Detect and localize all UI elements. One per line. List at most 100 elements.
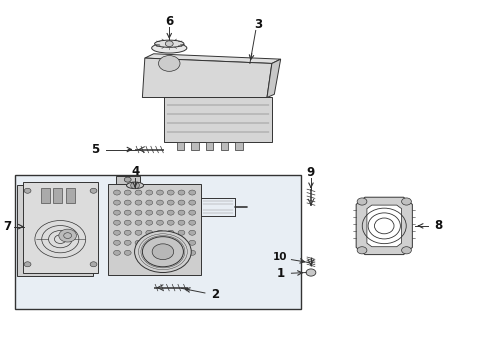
Circle shape [402,198,412,205]
Circle shape [167,250,174,255]
Circle shape [90,262,97,267]
Circle shape [114,250,121,255]
Circle shape [24,262,31,267]
Circle shape [157,230,163,235]
Bar [17,185,93,276]
Circle shape [189,250,196,255]
Circle shape [159,55,180,71]
Circle shape [114,200,121,205]
Circle shape [189,190,196,195]
Text: 6: 6 [165,15,173,28]
Circle shape [157,250,163,255]
Ellipse shape [155,40,184,47]
Circle shape [157,240,163,245]
Circle shape [131,182,140,189]
Circle shape [124,177,131,182]
Bar [53,188,62,203]
Circle shape [152,244,173,260]
Circle shape [167,220,174,225]
Circle shape [114,190,121,195]
Circle shape [124,190,131,195]
Bar [15,175,301,309]
Ellipse shape [126,182,144,189]
Circle shape [135,231,191,273]
Circle shape [157,200,163,205]
Circle shape [146,240,153,245]
Circle shape [114,240,121,245]
Circle shape [124,200,131,205]
Circle shape [114,210,121,215]
Circle shape [135,190,142,195]
Circle shape [167,230,174,235]
Circle shape [178,230,185,235]
Polygon shape [267,59,281,98]
Circle shape [189,240,196,245]
Circle shape [178,200,185,205]
Circle shape [167,200,174,205]
Circle shape [146,230,153,235]
Circle shape [64,233,72,238]
Circle shape [189,230,196,235]
Circle shape [146,200,153,205]
Polygon shape [145,54,281,63]
Text: 1: 1 [277,267,285,280]
Bar [116,176,140,184]
Circle shape [146,210,153,215]
Circle shape [124,210,131,215]
Circle shape [124,220,131,225]
Bar [235,142,243,150]
Text: 8: 8 [434,219,442,233]
Circle shape [135,200,142,205]
Circle shape [189,210,196,215]
Circle shape [24,188,31,193]
Circle shape [135,220,142,225]
Circle shape [189,220,196,225]
Circle shape [135,240,142,245]
Polygon shape [143,58,272,98]
Text: 5: 5 [91,143,99,156]
Circle shape [146,250,153,255]
Bar [108,184,201,275]
Circle shape [167,240,174,245]
Circle shape [357,198,367,205]
Text: 2: 2 [212,288,220,301]
Polygon shape [356,197,413,255]
Circle shape [178,220,185,225]
Circle shape [165,41,173,46]
Text: 10: 10 [273,252,288,262]
Polygon shape [367,205,402,247]
Circle shape [167,190,174,195]
Circle shape [178,240,185,245]
Polygon shape [164,97,272,142]
Text: 7: 7 [3,220,11,233]
Circle shape [402,247,412,254]
Circle shape [167,210,174,215]
Text: 4: 4 [131,165,139,178]
Circle shape [306,269,316,276]
Circle shape [135,210,142,215]
Bar [41,188,49,203]
Bar [66,188,75,203]
Circle shape [59,229,76,242]
Circle shape [135,230,142,235]
Text: 3: 3 [254,18,262,31]
Circle shape [189,200,196,205]
Bar [220,142,228,150]
Circle shape [157,190,163,195]
Circle shape [135,250,142,255]
Circle shape [114,220,121,225]
Bar [23,182,98,273]
Circle shape [157,220,163,225]
Bar [176,142,184,150]
Circle shape [146,220,153,225]
Circle shape [146,190,153,195]
Circle shape [124,250,131,255]
Text: 9: 9 [307,166,315,179]
Bar [206,142,213,150]
Circle shape [143,237,183,267]
Circle shape [178,210,185,215]
Circle shape [178,190,185,195]
Circle shape [157,210,163,215]
Circle shape [124,230,131,235]
Circle shape [90,188,97,193]
